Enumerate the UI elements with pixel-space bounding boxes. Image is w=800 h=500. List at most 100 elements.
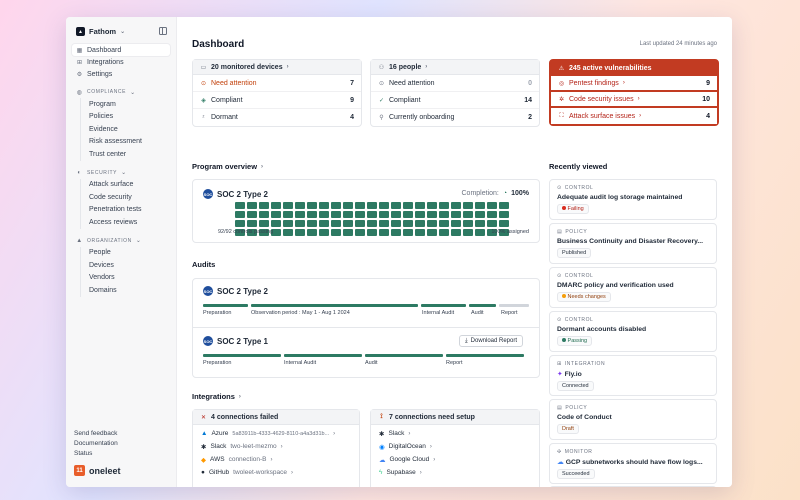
type-label: CONTROL xyxy=(564,273,594,279)
vulnerabilities-card-header[interactable]: ⚠ 245 active vulnerabilities xyxy=(551,61,717,76)
integration-name: DigitalOcean xyxy=(388,443,426,450)
people-need-attention-row[interactable]: ⊙ Need attention 0 xyxy=(371,75,539,92)
chevron-right-icon: › xyxy=(425,64,428,70)
control-block xyxy=(247,220,257,227)
control-block xyxy=(259,202,269,209)
status-link[interactable]: Status xyxy=(74,450,93,457)
plug-icon: ⊞ xyxy=(76,59,83,66)
sidebar-item-policies[interactable]: Policies xyxy=(89,113,114,121)
audit-soc2-type1[interactable]: SOC SOC 2 Type 1 Preparation Internal Au… xyxy=(193,329,539,377)
control-block xyxy=(403,229,413,236)
failed-github-row[interactable]: ● GitHub twoleet-workspace › xyxy=(193,466,359,479)
section-compliance[interactable]: ◍ COMPLIANCE ⌄ xyxy=(72,86,170,98)
sidebar-item-penetration-tests[interactable]: Penetration tests xyxy=(89,206,142,214)
section-security[interactable]: ◐ SECURITY ⌄ xyxy=(72,167,170,179)
failed-azure-row[interactable]: ▲ Azure 5a83911b-4333-4629-8110-a4a3d31b… xyxy=(193,427,359,440)
recent-item[interactable]: ⊞ INTEGRATION ✦ Fly.io Connected xyxy=(549,355,717,396)
recent-item[interactable]: ✣MONITOR xyxy=(549,486,717,487)
sidebar-item-attack-surface[interactable]: Attack surface xyxy=(89,181,134,189)
attack-surface-issues-row[interactable]: ⛶ Attack surface issues › 4 xyxy=(551,108,717,124)
sidebar-item-people[interactable]: People xyxy=(89,249,111,257)
devices-compliant-row[interactable]: ◈ Compliant 9 xyxy=(193,92,361,109)
sidebar-item-label: Integrations xyxy=(87,58,124,66)
people-onboarding-row[interactable]: ⚲ Currently onboarding 2 xyxy=(371,109,539,126)
download-report-button[interactable]: ⤓ Download Report xyxy=(459,335,524,347)
sidebar-item-dashboard[interactable]: ▦ Dashboard xyxy=(72,44,170,56)
control-block xyxy=(247,202,257,209)
recent-item[interactable]: ⊙ CONTROL Adequate audit log storage main… xyxy=(549,179,717,220)
user-plus-icon: ⚲ xyxy=(379,115,384,121)
status-badge: Succeeded xyxy=(557,469,595,479)
control-block xyxy=(343,220,353,227)
pentest-findings-row[interactable]: ◎ Pentest findings › 9 xyxy=(551,76,717,92)
control-block xyxy=(403,211,413,218)
sidebar-item-trust-center[interactable]: Trust center xyxy=(89,150,127,158)
chevron-right-icon: › xyxy=(291,469,293,476)
control-block xyxy=(367,220,377,227)
row-label: Currently onboarding xyxy=(389,114,455,121)
section-organization[interactable]: ▲ ORGANIZATION ⌄ xyxy=(72,235,170,247)
documentation-link[interactable]: Documentation xyxy=(74,440,118,447)
code-security-issues-row[interactable]: ✲ Code security issues › 10 xyxy=(551,92,717,108)
setup-digitalocean-row[interactable]: ◉ DigitalOcean › xyxy=(371,440,539,453)
section-heading-label: Audits xyxy=(192,260,216,269)
digitalocean-icon: ◉ xyxy=(379,443,385,451)
control-block xyxy=(487,211,497,218)
control-block xyxy=(427,220,437,227)
failed-slack-row[interactable]: ✱ Slack two-leet-mezmo › xyxy=(193,440,359,453)
control-block xyxy=(367,211,377,218)
recent-item[interactable]: ▤ POLICY Code of Conduct Draft xyxy=(549,399,717,440)
failed-aws-row[interactable]: ◆ AWS connection-B › xyxy=(193,453,359,466)
sidebar-item-program[interactable]: Program xyxy=(89,100,116,108)
sidebar-item-evidence[interactable]: Evidence xyxy=(89,125,118,133)
recent-item[interactable]: ▤ POLICY Business Continuity and Disaster… xyxy=(549,223,717,264)
control-block xyxy=(487,229,497,236)
control-block xyxy=(499,220,509,227)
sidebar-item-risk-assessment[interactable]: Risk assessment xyxy=(89,138,142,146)
control-block xyxy=(331,220,341,227)
collapse-sidebar-icon[interactable] xyxy=(159,27,167,35)
control-block xyxy=(403,202,413,209)
recent-item[interactable]: ⊙ CONTROL DMARC policy and verification u… xyxy=(549,267,717,308)
sidebar: ▲ Fathom ⌄ ▦ Dashboard ⊞ Integrations ⚙ … xyxy=(66,17,176,487)
send-feedback-link[interactable]: Send feedback xyxy=(74,430,118,437)
people-card-header[interactable]: ⚇ 16 people › xyxy=(371,60,539,75)
recent-item-title: ☁ GCP subnetworks should have flow logs.… xyxy=(557,458,709,466)
program-card[interactable]: SOC SOC 2 Type 2 Completion: ◔ 100% 92/9… xyxy=(192,179,540,243)
control-block xyxy=(367,229,377,236)
program-title: SOC SOC 2 Type 2 xyxy=(203,189,268,199)
control-block xyxy=(235,229,245,236)
organization-list: People Devices Vendors Domains xyxy=(80,246,170,297)
phase-label: Internal Audit xyxy=(284,359,317,366)
sidebar-item-integrations[interactable]: ⊞ Integrations xyxy=(72,56,170,68)
control-block xyxy=(271,211,281,218)
integrations-heading[interactable]: Integrations › xyxy=(192,392,241,401)
setup-slack-row[interactable]: ✱ Slack › xyxy=(371,427,539,440)
setup-supabase-row[interactable]: ϟ Supabase › xyxy=(371,466,539,479)
devices-card-header[interactable]: ▭ 20 monitored devices › xyxy=(193,60,361,75)
integration-name: GitHub xyxy=(208,469,230,476)
sidebar-item-devices[interactable]: Devices xyxy=(89,261,114,269)
setup-google-cloud-row[interactable]: ☁ Google Cloud › xyxy=(371,453,539,466)
devices-dormant-row[interactable]: ᶻ Dormant 4 xyxy=(193,109,361,126)
sidebar-item-code-security[interactable]: Code security xyxy=(89,193,132,201)
recent-item[interactable]: ✣ MONITOR ☁ GCP subnetworks should have f… xyxy=(549,443,717,484)
org-switcher[interactable]: ▲ Fathom ⌄ xyxy=(76,27,125,36)
control-block xyxy=(439,211,449,218)
control-block xyxy=(427,229,437,236)
sidebar-item-domains[interactable]: Domains xyxy=(89,286,117,294)
setup-connections-header: ⟟ 7 connections need setup xyxy=(371,410,539,425)
recent-item[interactable]: ⊙ CONTROL Dormant accounts disabled Passi… xyxy=(549,311,717,352)
program-overview-heading[interactable]: Program overview › xyxy=(192,162,263,171)
sidebar-item-access-reviews[interactable]: Access reviews xyxy=(89,218,138,226)
phase-label: Internal Audit xyxy=(422,309,455,316)
control-block xyxy=(343,229,353,236)
audit-name: SOC 2 Type 1 xyxy=(217,336,268,346)
row-value: 4 xyxy=(350,114,354,121)
people-compliant-row[interactable]: ✓ Compliant 14 xyxy=(371,92,539,109)
sidebar-item-settings[interactable]: ⚙ Settings xyxy=(72,68,170,80)
main-content: Dashboard Last updated 24 minutes ago ▭ … xyxy=(176,17,732,487)
audit-soc2-type2[interactable]: SOC SOC 2 Type 2 Preparation Observation… xyxy=(193,279,539,328)
sidebar-item-vendors[interactable]: Vendors xyxy=(89,274,115,282)
devices-need-attention-row[interactable]: ⊙ Need attention 7 xyxy=(193,75,361,92)
